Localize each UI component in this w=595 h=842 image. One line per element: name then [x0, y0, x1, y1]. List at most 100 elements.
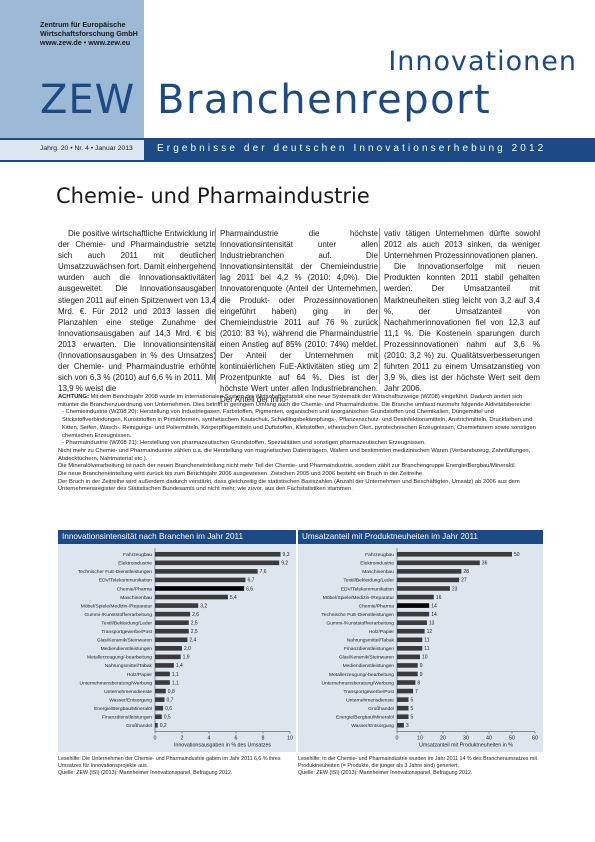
source-note: Quelle: ZEW (ISI) (2013): Mannheimer Inn…	[58, 770, 233, 776]
x-tick-label: 8	[262, 736, 265, 742]
data-label: 5	[411, 706, 414, 712]
x-tick-label: 2	[181, 736, 184, 742]
bar	[397, 603, 430, 608]
bar	[155, 705, 164, 711]
org-name-line2: Wirtschaftsforschung GmbH	[40, 29, 138, 38]
bar	[155, 671, 170, 677]
data-label: 7	[415, 689, 418, 695]
note-item: - Chemieindustrie (WZ08 20): Herstellung…	[62, 409, 536, 439]
category-label: Energie/Bergbau/Mineralöl	[94, 706, 152, 712]
category-label: Holz/Papier	[369, 629, 395, 635]
header-right-panel	[144, 0, 595, 138]
bar	[397, 586, 450, 591]
bar	[397, 569, 462, 574]
category-label: Metallerzeugung/-bearbeitung	[87, 655, 152, 661]
data-label: 0,2	[160, 723, 167, 729]
category-label: Nahrungsmittel/Tabak	[347, 638, 395, 644]
article-paragraph: vativ tätigen Unternehmen dürfte sowohl …	[384, 229, 540, 261]
bar	[155, 560, 280, 566]
data-label: 9	[420, 672, 423, 678]
bar	[397, 663, 418, 668]
data-label: 36	[482, 561, 488, 567]
category-label: EDV/Telekommunikation	[99, 578, 153, 584]
organization-block: Zentrum für Europäische Wirtschaftsforsc…	[40, 20, 138, 47]
zew-logo: ZEW	[40, 77, 136, 123]
x-tick-label: 60	[532, 736, 538, 742]
data-label: 10	[422, 655, 428, 661]
data-label: 1,1	[172, 672, 179, 678]
bar	[397, 671, 418, 677]
category-label: Energie/Bergbau/Mineralöl	[336, 715, 394, 721]
data-label: 0,6	[165, 706, 172, 712]
data-label: 2,6	[192, 612, 199, 618]
data-label: 50	[514, 552, 520, 558]
chart-caption-left: Lesehilfe: Die Unternehmen der Chemie- u…	[58, 756, 296, 777]
data-label: 0,7	[166, 697, 173, 703]
data-label: 14	[431, 603, 437, 609]
category-label: Transportgewerbe/Post	[101, 629, 152, 635]
chart-title: Innovationsintensität nach Branchen im J…	[58, 530, 296, 544]
data-label: 11	[424, 646, 429, 652]
note-paragraph: Die Mineralölverarbeitung ist nach der n…	[58, 463, 517, 470]
header-left-panel	[0, 0, 144, 138]
category-label: Textil/Bekleidung/Leder	[343, 578, 394, 584]
bar	[155, 551, 281, 557]
org-websites: www.zew.de • www.zew.eu	[40, 38, 131, 47]
data-label: 8	[417, 680, 420, 686]
bar	[155, 611, 191, 617]
chart-innovation-intensity-plot: Fahrzeugbau 9,3 Elektroindustrie 9,2 Technis…	[78, 548, 293, 749]
category-label: Gummi-/Kunststoffverarbeitung	[84, 612, 152, 618]
data-label: 6,7	[247, 578, 254, 584]
category-label: Holz/Papier	[127, 672, 153, 678]
category-label: Unternehmensberatung/Werbung	[322, 680, 395, 686]
data-label: 7,6	[260, 569, 267, 575]
category-label: Technischer FuE-Dienstleistungen	[78, 569, 152, 575]
data-label: 6,6	[246, 586, 253, 592]
report-subtitle: Ergebnisse der deutschen Innovationserhe…	[157, 143, 547, 154]
category-label: Glas/Keramik/Steinwaren	[339, 655, 394, 661]
category-label: Glas/Keramik/Steinwaren	[97, 638, 152, 644]
bar	[397, 628, 425, 634]
category-label: Unternehmensberatung/Werbung	[80, 680, 153, 686]
chart-product-novelty-share: Umsatzanteil mit Produktneuheiten im Jah…	[298, 530, 543, 752]
bar	[397, 697, 409, 702]
data-label: 12	[427, 629, 433, 635]
bar	[397, 551, 512, 557]
bar	[397, 560, 480, 566]
category-label: Möbel/Spiele/Medizin-/Reparatur	[81, 603, 153, 609]
data-label: 3	[406, 723, 409, 729]
note-label: ACHTUNG:	[58, 394, 89, 400]
data-label: 1,9	[183, 655, 190, 661]
data-label: 14	[431, 612, 437, 618]
x-tick-label: 10	[287, 736, 293, 742]
data-label: 2,4	[189, 638, 196, 644]
bar	[397, 611, 430, 617]
category-label: Chemie/Pharma	[117, 586, 153, 592]
category-label: Elektroindustrie	[360, 561, 394, 567]
bar	[155, 680, 170, 685]
issue-info: Jahrg. 20 • Nr. 4 • Januar 2013	[40, 145, 133, 152]
x-tick-label: 6	[235, 736, 238, 742]
data-label: 11	[424, 638, 429, 644]
category-label: Elektroindustrie	[118, 561, 152, 567]
x-tick-label: 0	[154, 736, 157, 742]
bar	[155, 603, 199, 608]
data-label: 9,2	[281, 561, 288, 567]
methodology-note: ACHTUNG: Mit dem Berichtsjahr 2008 wurde…	[58, 394, 543, 494]
note-paragraph: Die neue Brancheneinteilung wird zurück …	[58, 471, 424, 478]
bar	[397, 637, 423, 643]
data-label: 28	[463, 569, 469, 575]
x-axis-title: Innovationsausgaben in % des Umsatzes	[174, 743, 272, 749]
x-tick-label: 10	[417, 736, 423, 742]
reading-aid: Lesehilfe: Die Unternehmen der Chemie- u…	[58, 756, 281, 769]
bar	[397, 688, 414, 694]
note-paragraph: Der Bruch in der Zeitreihe wird außerdem…	[58, 478, 520, 493]
bar	[155, 714, 162, 720]
category-label: Möbel/Spiele/Medizin-/Reparatur	[323, 595, 395, 601]
category-label: Mediendienstleistungen	[343, 663, 395, 669]
chart-title: Umsatzanteil mit Produktneuheiten im Jah…	[298, 530, 543, 544]
note-lead-text: Mit dem Berichtsjahr 2008 wurde im Inter…	[58, 394, 532, 408]
category-label: Fahrzeugbau	[365, 552, 394, 558]
issue-strip	[0, 140, 144, 160]
